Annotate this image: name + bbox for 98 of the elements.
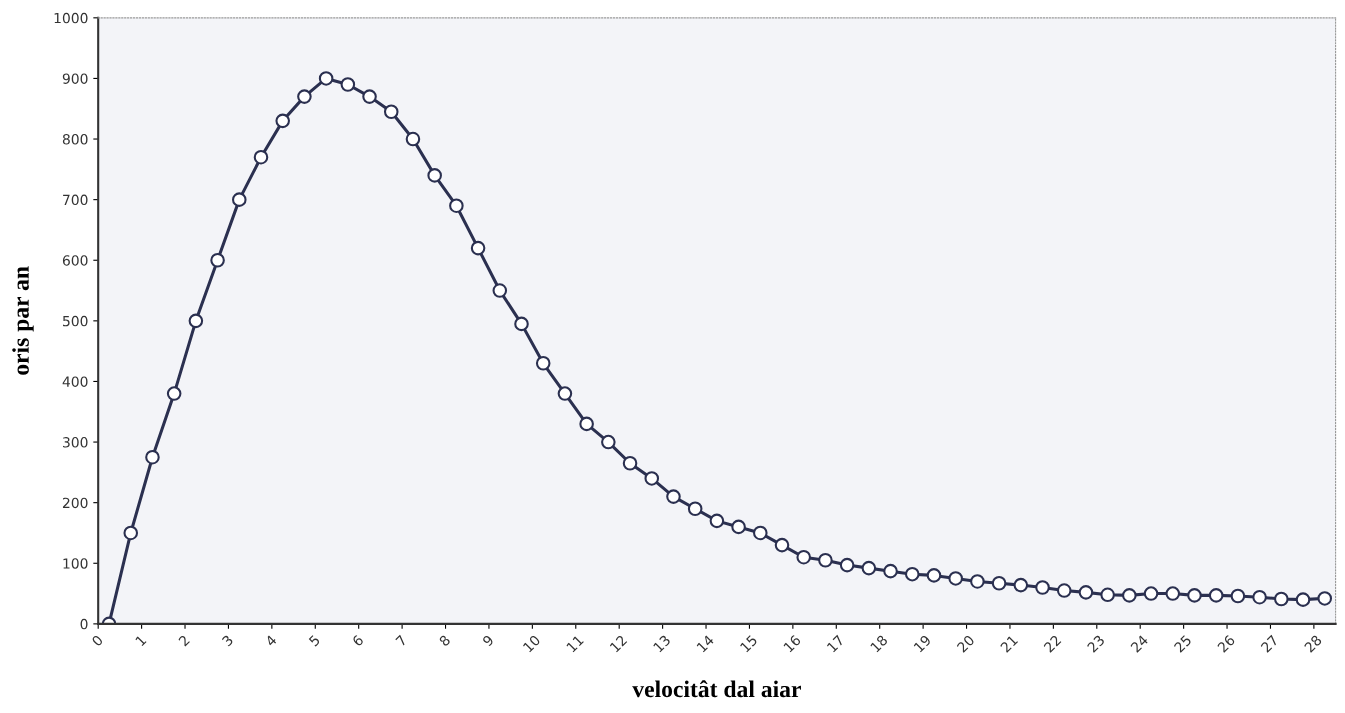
point	[166, 386, 182, 401]
point	[926, 568, 942, 583]
y-tick-label: 500	[63, 315, 88, 327]
point	[514, 316, 529, 332]
x-tick-label: 3	[221, 634, 234, 647]
point	[1187, 588, 1202, 603]
point	[731, 519, 746, 535]
point	[839, 557, 855, 573]
x-tick-label: 28	[1303, 634, 1323, 653]
point	[1100, 587, 1115, 603]
x-tick-label: 0	[91, 634, 104, 647]
x-tick-label: 27	[1260, 634, 1279, 653]
point	[948, 571, 963, 586]
point	[687, 501, 703, 517]
y-axis-title: oris par an	[12, 266, 34, 375]
y-tick-label: 700	[63, 194, 88, 206]
x-tick-label: 18	[869, 634, 889, 653]
y-tick-label: 200	[62, 497, 88, 509]
x-tick-label: 19	[913, 634, 932, 653]
point	[340, 77, 356, 92]
x-tick-label: 20	[956, 634, 975, 653]
x-tick-label: 10	[522, 634, 541, 653]
point	[861, 560, 877, 576]
point	[644, 471, 660, 486]
x-tick-label: 1	[135, 634, 147, 647]
point	[1056, 583, 1072, 598]
y-tick-label: 0	[80, 618, 88, 630]
point	[362, 89, 377, 104]
point	[1230, 588, 1246, 604]
point	[405, 131, 421, 147]
point	[1295, 592, 1311, 607]
x-tick-label: 11	[566, 634, 584, 653]
x-tick-label: 22	[1043, 634, 1062, 653]
x-tick-label: 25	[1173, 634, 1192, 653]
point	[275, 113, 290, 129]
point	[1078, 585, 1094, 600]
point	[883, 563, 898, 579]
point	[123, 525, 139, 541]
x-tick-label: 8	[438, 634, 451, 647]
point	[1035, 580, 1050, 595]
y-tick-label: 600	[62, 255, 88, 266]
y-tick-label: 1000	[54, 12, 88, 24]
point	[666, 489, 681, 504]
x-tick-label: 7	[395, 634, 408, 647]
y-tick-label: 800	[62, 134, 88, 145]
point	[1252, 589, 1267, 605]
point	[297, 89, 312, 104]
point	[709, 513, 725, 529]
point	[1274, 591, 1289, 607]
point	[535, 355, 551, 371]
point	[1143, 586, 1159, 601]
x-tick-label: 12	[609, 634, 628, 653]
point	[318, 71, 334, 86]
x-tick-label: 13	[652, 634, 671, 653]
point	[492, 283, 508, 298]
point	[904, 566, 920, 582]
point	[145, 449, 160, 465]
point	[818, 552, 833, 568]
x-tick-label: 24	[1130, 634, 1149, 653]
point	[232, 192, 247, 207]
point	[210, 252, 225, 268]
point	[1122, 588, 1137, 603]
point	[449, 198, 464, 213]
point	[991, 575, 1007, 591]
y-tick-label: 400	[62, 376, 88, 387]
x-tick-label: 26	[1216, 634, 1236, 653]
point	[1013, 577, 1029, 593]
point	[601, 434, 616, 450]
point	[774, 537, 790, 553]
point	[253, 149, 269, 165]
x-tick-label: 6	[351, 634, 365, 647]
y-tick-label: 900	[62, 73, 88, 84]
x-tick-label: 2	[178, 634, 190, 647]
point	[753, 525, 768, 541]
point	[796, 549, 812, 565]
point	[579, 416, 594, 432]
point	[470, 240, 486, 256]
point	[622, 455, 638, 471]
x-tick-label: 16	[783, 634, 802, 653]
x-tick-label: 15	[739, 634, 758, 653]
point	[383, 104, 399, 120]
x-tick-label: 23	[1086, 634, 1106, 653]
x-axis-title: velocitât dal aiar	[632, 680, 801, 698]
point	[188, 313, 204, 329]
point	[1317, 591, 1333, 606]
point	[970, 574, 985, 589]
x-tick-label: 5	[308, 634, 321, 647]
x-tick-label: 14	[696, 634, 715, 653]
point	[427, 168, 442, 183]
point	[1208, 588, 1224, 603]
y-tick-label: 300	[63, 437, 88, 448]
y-tick-label: 100	[63, 558, 88, 569]
x-tick-label: 21	[999, 634, 1018, 653]
point	[1165, 586, 1181, 601]
point	[557, 386, 573, 401]
x-tick-label: 9	[481, 634, 495, 647]
x-tick-label: 17	[826, 634, 845, 653]
x-tick-label: 4	[264, 634, 278, 647]
